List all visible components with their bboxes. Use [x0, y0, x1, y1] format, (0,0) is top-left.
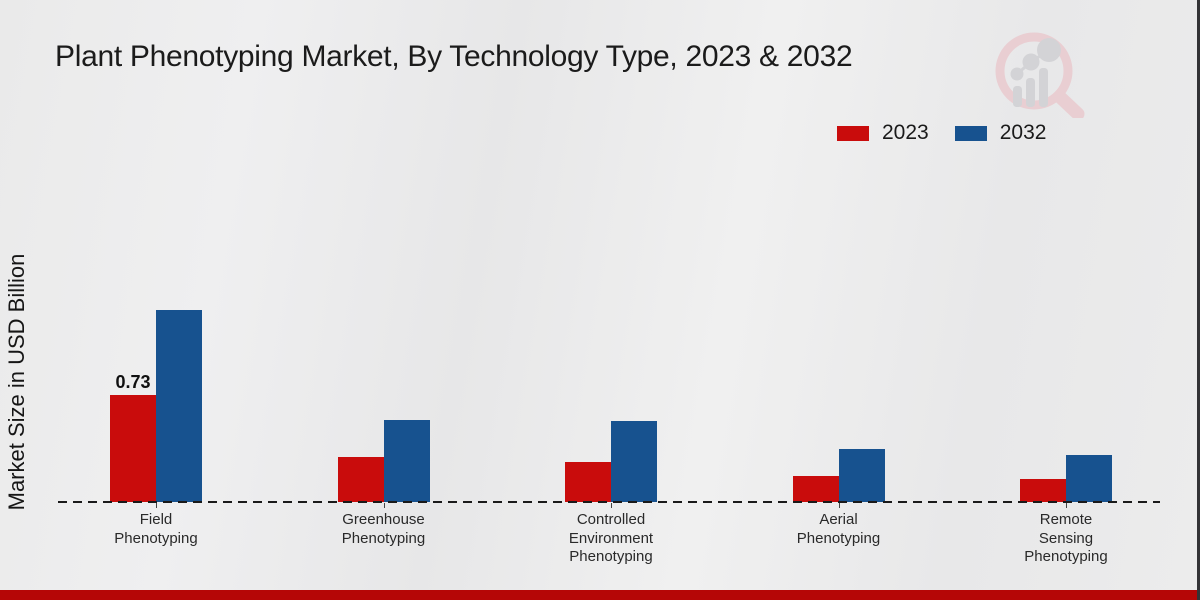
bar-2032-category-1 [156, 310, 202, 502]
bar-2023-category-3 [565, 462, 611, 502]
bar-2023-category-5 [1020, 479, 1066, 502]
x-axis-tick [156, 503, 157, 508]
legend-label-2032: 2032 [999, 121, 1047, 144]
legend-label-2023: 2023 [882, 121, 929, 144]
x-axis-category-label: Aerial Phenotyping [796, 511, 881, 547]
legend: 2023 2032 [837, 121, 1046, 145]
bar-2032-category-3 [611, 421, 657, 502]
x-axis-tick [611, 503, 612, 508]
magnifier-bar-chart-logo-icon [993, 30, 1093, 121]
x-axis-baseline [58, 501, 1160, 503]
bar-2023-category-2 [337, 457, 384, 502]
data-label-2023: 0.73 [115, 371, 151, 392]
legend-swatch-2032 [954, 125, 987, 141]
legend-swatch-2023 [837, 125, 869, 141]
bar-2032-category-5 [1066, 455, 1112, 502]
bar-2032-category-2 [383, 420, 430, 502]
x-axis-category-label: Remote Sensing Phenotyping [1024, 511, 1108, 565]
x-axis-category-label: Controlled Environment Phenotyping [568, 511, 654, 565]
bar-2032-category-4 [838, 449, 885, 502]
footer-accent-bar [0, 590, 1200, 600]
x-axis-tick [838, 503, 840, 508]
x-axis-tick [383, 503, 385, 508]
legend-item-2023: 2023 [837, 121, 929, 145]
bar-2023-category-1 [110, 395, 156, 502]
x-axis-category-label: Greenhouse Phenotyping [341, 511, 426, 547]
bar-2023-category-4 [792, 476, 839, 502]
chart-title: Plant Phenotyping Market, By Technology … [55, 40, 853, 73]
legend-item-2032: 2032 [954, 121, 1047, 145]
right-edge-strip [1197, 0, 1200, 600]
x-axis-category-label: Field Phenotyping [114, 511, 198, 547]
x-axis-tick [1066, 503, 1067, 508]
